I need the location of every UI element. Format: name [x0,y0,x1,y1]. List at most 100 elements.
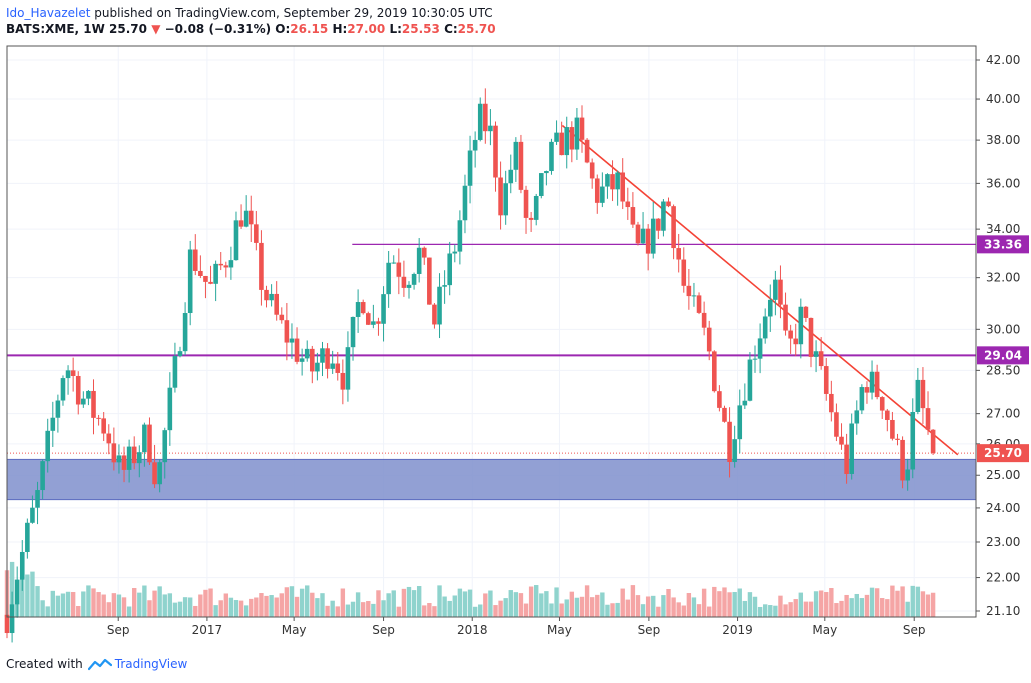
support-zone [6,458,977,501]
volume-bar [666,588,671,617]
candle-body [467,150,473,186]
candle-body [767,299,773,317]
candle-body [391,262,397,264]
candle-body [279,314,285,321]
candle-body [264,289,269,301]
candle-body [905,469,910,481]
candle-body [442,285,447,287]
candle-body [727,421,732,463]
volume-bar [330,600,335,617]
candle-body [513,141,519,170]
candle-body [706,327,712,352]
volume-bar [9,561,15,617]
price-label-box [977,235,1029,254]
volume-bar [142,585,147,617]
footer: Created with TradingView [6,657,187,671]
volume-bar [915,586,921,617]
candle-body [701,312,707,328]
candle-body [895,438,900,440]
volume-bar [895,590,900,617]
y-tick-label: 40.00 [986,92,1020,106]
candle-body [350,316,356,348]
candle-body [35,490,40,508]
volume-bar [376,590,381,617]
author-link[interactable]: Ido_Havazelet [6,6,91,20]
candle-body [213,263,218,284]
volume-bar [752,596,758,617]
candle-body [198,270,203,276]
volume-bar [584,585,590,617]
volume-bar [691,597,697,617]
candle-body [890,419,895,439]
volume-bar [116,594,122,617]
tradingview-brand[interactable]: TradingView [114,657,188,671]
volume-bar [350,601,356,617]
candle-body [528,217,534,220]
candle-body [30,507,35,523]
candle-body [25,522,30,552]
volume-bar [467,589,473,617]
volume-bar [793,599,798,617]
candle-body [808,317,814,357]
candle-body [447,253,453,286]
candle-body [813,351,819,357]
candle-body [182,313,188,352]
candle-body [50,417,56,431]
candle-body [640,228,646,244]
candle-body [900,439,905,481]
volume-bar [193,605,198,617]
volume-bar [238,600,244,617]
x-tick-label: May [282,623,307,637]
candle-body [737,405,743,440]
candle-body [885,410,890,420]
created-with-text: Created with [6,657,83,671]
volume-bar [65,591,71,617]
candle-body [879,397,885,411]
volume-bar [727,592,732,617]
candle-body [630,207,636,225]
candle-body [147,424,152,463]
x-tick-label: May [547,623,572,637]
volume-bar [422,605,427,617]
price-label-box [977,346,1029,365]
volume-bar [294,596,300,617]
y-tick-label: 22.00 [986,571,1020,585]
candle-body [686,285,692,297]
candle-body [834,412,839,437]
candle-body [381,294,386,324]
candle-body [96,417,101,419]
volume-bar [762,604,768,617]
volume-bar [610,603,615,617]
candle-body [371,321,376,325]
candle-body [656,218,661,231]
volume-bar [396,606,402,617]
volume-bar [391,590,396,617]
candle-body [778,279,783,305]
volume-bar [844,594,849,617]
candle-body [4,614,10,634]
candle-body [732,439,737,463]
chart-grid [7,46,976,617]
volume-bar [483,593,488,617]
candle-body [722,407,727,422]
candle-body [65,370,71,379]
volume-bar [111,593,117,617]
candle-body [248,210,254,225]
x-tick-label: Sep [372,623,395,637]
legend-symbol: BATS:XME, 1W [6,22,105,36]
candle-body [925,408,931,430]
y-tick-label: 25.00 [986,468,1020,482]
candle-body [427,257,432,305]
candle-body [554,132,559,142]
candle-body [162,430,168,463]
volume-bar [839,600,844,617]
candle-body [9,604,15,634]
legend-change: −0.08 (−0.31%) [164,22,272,36]
volume-bar [503,598,508,617]
volume-bar [528,586,534,617]
candle-body [864,387,870,393]
volume-bar [605,604,610,617]
chart-drawings[interactable] [6,124,977,501]
candle-body [844,444,849,474]
